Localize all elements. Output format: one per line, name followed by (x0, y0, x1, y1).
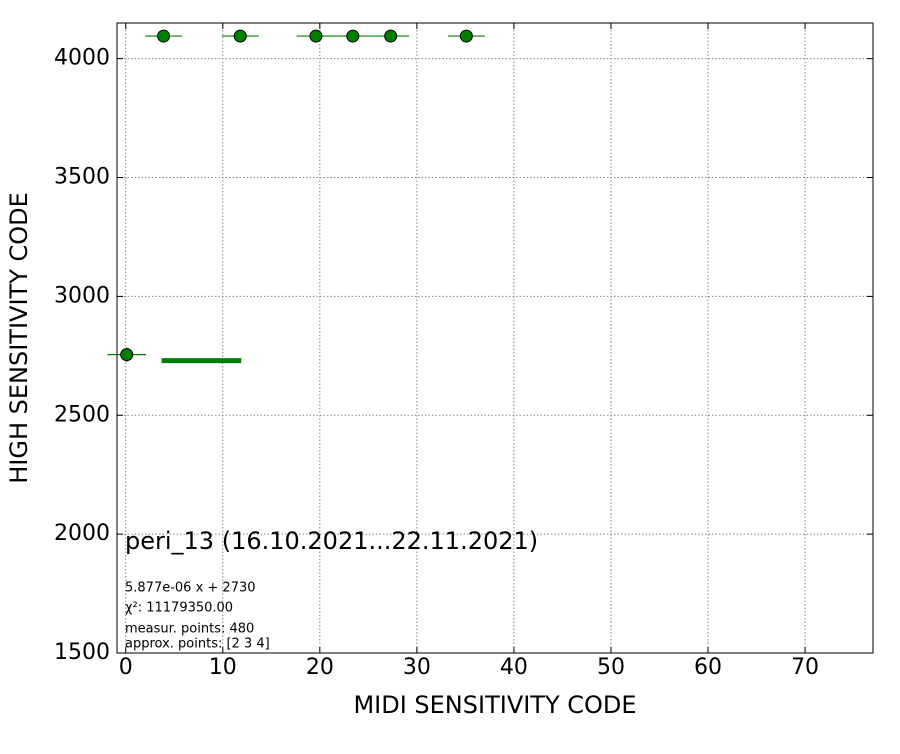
plot-frame (116, 22, 874, 654)
x-axis-label: MIDI SENSITIVITY CODE (353, 691, 636, 719)
point (233, 29, 247, 43)
point (346, 29, 360, 43)
x-tick-label: 30 (403, 655, 431, 680)
y-tick-label: 1500 (54, 640, 110, 665)
x-tick-label: 50 (597, 655, 625, 680)
y-tick-label: 4000 (54, 46, 110, 71)
y-tick-label: 2000 (54, 521, 110, 546)
point (384, 29, 398, 43)
x-tick-label: 60 (694, 655, 722, 680)
annotation: approx. points: [2 3 4] (125, 637, 270, 652)
annotation: measur. points: 480 (125, 622, 254, 637)
x-tick-label: 40 (500, 655, 528, 680)
x-tick-label: 0 (119, 655, 133, 680)
point (459, 29, 473, 43)
y-axis-label: HIGH SENSITIVITY CODE (5, 192, 33, 484)
point (120, 348, 134, 362)
point (157, 29, 171, 43)
y-tick-label: 3500 (54, 165, 110, 190)
point (309, 29, 323, 43)
y-tick-label: 3000 (54, 283, 110, 308)
annotation: 5.877e-06 x + 2730 (125, 581, 256, 596)
x-tick-label: 10 (209, 655, 237, 680)
y-tick-label: 2500 (54, 402, 110, 427)
x-tick-label: 20 (306, 655, 334, 680)
x-tick-label: 70 (791, 655, 819, 680)
annotation: peri_13 (16.10.2021...22.11.2021) (125, 527, 538, 555)
annotation: χ²: 11179350.00 (125, 601, 233, 616)
